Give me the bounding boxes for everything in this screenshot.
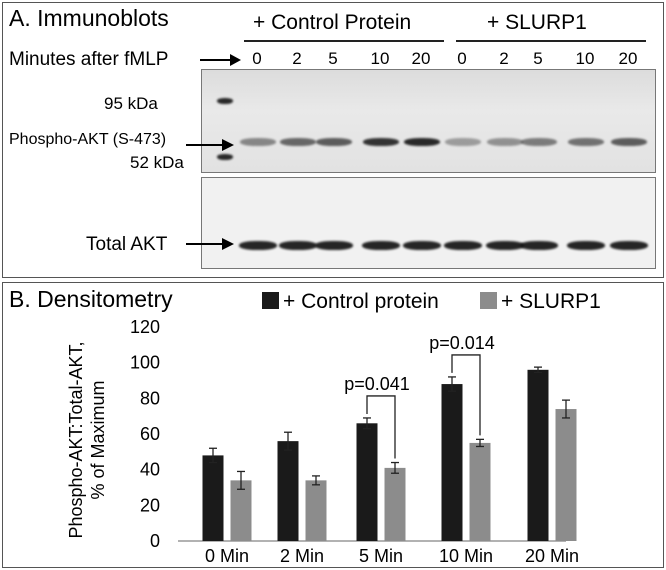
total-band bbox=[444, 241, 482, 250]
total-band bbox=[403, 241, 441, 250]
total-akt-arrow bbox=[186, 238, 234, 250]
bar-control bbox=[202, 455, 224, 541]
total-band bbox=[610, 241, 648, 250]
bar-slurp1 bbox=[230, 480, 252, 541]
time-label: 20 bbox=[411, 49, 431, 68]
phospho-band bbox=[611, 138, 647, 146]
y-tick-label: 80 bbox=[140, 388, 160, 408]
p-value-label: p=0.014 bbox=[429, 333, 495, 353]
time-label: 10 bbox=[575, 49, 595, 68]
bar-control bbox=[356, 423, 378, 541]
time-label: 2 bbox=[292, 49, 302, 68]
panel-b bbox=[2, 282, 664, 568]
phospho-band bbox=[240, 138, 276, 146]
phospho-band bbox=[404, 138, 440, 146]
y-tick-label: 100 bbox=[130, 353, 160, 373]
total-band bbox=[362, 241, 400, 250]
phospho-akt-blot bbox=[201, 69, 656, 173]
x-tick-label: 0 Min bbox=[205, 546, 249, 566]
total-akt-blot bbox=[201, 177, 656, 269]
ladder-band bbox=[217, 98, 233, 104]
phospho-band bbox=[316, 138, 352, 146]
phospho-band bbox=[363, 138, 399, 146]
panel-b-title: B. Densitometry bbox=[9, 286, 173, 312]
time-label: 5 bbox=[533, 49, 543, 68]
y-axis-label-line2: % of Maximum bbox=[88, 380, 108, 499]
phospho-band bbox=[487, 138, 523, 146]
total-band bbox=[486, 241, 524, 250]
y-tick-label: 40 bbox=[140, 460, 160, 480]
time-label: 20 bbox=[618, 49, 638, 68]
total-band bbox=[315, 241, 353, 250]
legend-swatch bbox=[480, 292, 497, 309]
y-axis-label-line1: Phospho-AKT:Total-AKT, bbox=[66, 341, 86, 538]
group-label-control: + Control Protein bbox=[253, 11, 412, 34]
y-tick-label: 120 bbox=[130, 317, 160, 337]
time-row-label: Minutes after fMLP bbox=[9, 49, 169, 70]
phospho-akt-arrow bbox=[186, 139, 234, 151]
ladder-band bbox=[217, 154, 233, 160]
legend-label: + SLURP1 bbox=[501, 290, 601, 313]
p-value-label: p=0.041 bbox=[344, 374, 410, 394]
total-band bbox=[567, 241, 605, 250]
group-label-slurp1: + SLURP1 bbox=[487, 11, 587, 34]
bar-slurp1 bbox=[555, 409, 577, 541]
legend-label: + Control protein bbox=[283, 290, 439, 313]
marker-52-kda: 52 kDa bbox=[130, 153, 184, 172]
x-tick-label: 10 Min bbox=[439, 546, 493, 566]
group-underline-control bbox=[244, 40, 444, 42]
time-row-arrow bbox=[200, 54, 241, 66]
time-label: 2 bbox=[499, 49, 509, 68]
bar-slurp1 bbox=[305, 480, 327, 541]
significance-bracket bbox=[366, 395, 396, 459]
total-band bbox=[239, 241, 277, 250]
phospho-band bbox=[445, 138, 481, 146]
x-tick-label: 5 Min bbox=[359, 546, 403, 566]
bar-control bbox=[527, 369, 549, 541]
group-underline-slurp1 bbox=[456, 40, 646, 42]
y-tick-label: 60 bbox=[140, 424, 160, 444]
time-label: 0 bbox=[457, 49, 467, 68]
bar-slurp1 bbox=[384, 467, 406, 541]
phospho-band bbox=[568, 138, 604, 146]
y-tick-label: 0 bbox=[150, 531, 160, 551]
bar-control bbox=[441, 384, 463, 541]
time-label: 0 bbox=[252, 49, 262, 68]
panel-a-title: A. Immunoblots bbox=[9, 5, 169, 31]
time-label: 10 bbox=[370, 49, 390, 68]
total-akt-label: Total AKT bbox=[86, 234, 168, 255]
legend-swatch bbox=[262, 292, 279, 309]
bar-slurp1 bbox=[469, 442, 491, 541]
time-label: 5 bbox=[328, 49, 338, 68]
phospho-akt-label: Phospho-AKT (S-473) bbox=[9, 131, 167, 148]
phospho-band bbox=[280, 138, 316, 146]
total-band bbox=[520, 241, 558, 250]
significance-bracket bbox=[451, 354, 481, 436]
y-tick-label: 20 bbox=[140, 495, 160, 515]
x-tick-label: 2 Min bbox=[280, 546, 324, 566]
x-tick-label: 20 Min bbox=[525, 546, 579, 566]
marker-95-kda: 95 kDa bbox=[104, 94, 158, 113]
total-band bbox=[279, 241, 317, 250]
phospho-band bbox=[521, 138, 557, 146]
bar-control bbox=[277, 441, 299, 541]
